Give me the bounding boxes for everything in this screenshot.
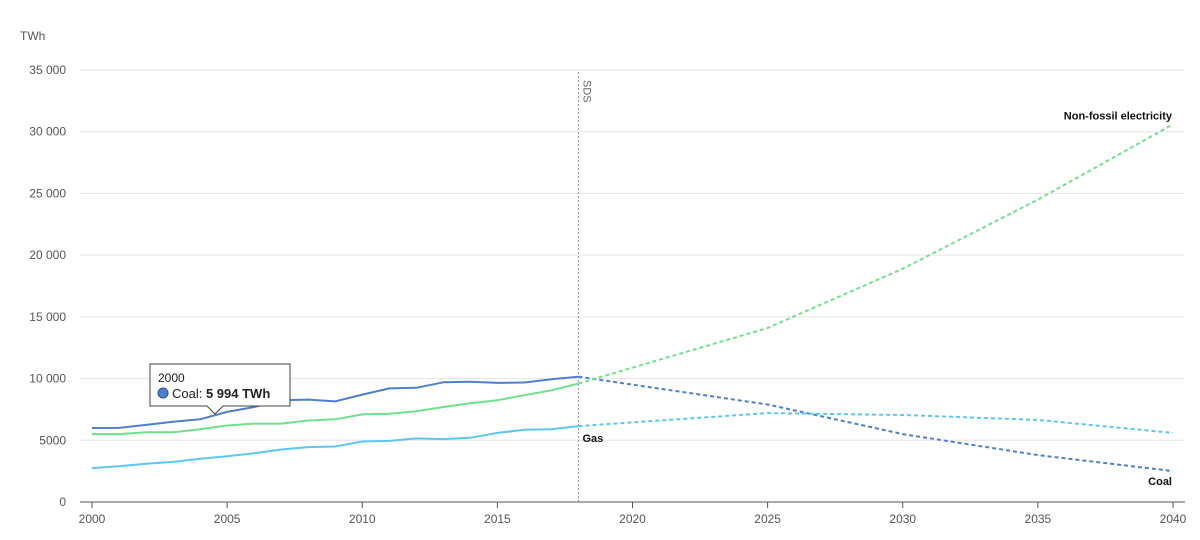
sds-reference-label: SDS xyxy=(580,80,592,103)
non-fossil-electricity-series-label: Non-fossil electricity xyxy=(1064,110,1173,122)
y-tick-label-15000: 15 000 xyxy=(29,310,66,324)
x-tick-label-2000: 2000 xyxy=(79,512,106,526)
y-tick-label-35000: 35 000 xyxy=(29,63,66,77)
tooltip-series-name: Coal: xyxy=(172,386,206,401)
gas-series-label: Gas xyxy=(582,433,603,445)
x-tick-label-2005: 2005 xyxy=(214,512,241,526)
gas-projection-line xyxy=(578,412,1174,434)
gas-historical-line xyxy=(91,425,579,470)
y-tick-label-25000: 25 000 xyxy=(29,186,66,200)
coal-series-label: Coal xyxy=(1148,476,1172,488)
non-fossil-electricity-historical-line xyxy=(92,382,579,436)
x-tick-label-2020: 2020 xyxy=(619,512,646,526)
x-tick-label-2015: 2015 xyxy=(484,512,511,526)
tooltip-box xyxy=(149,363,291,415)
x-tick-label-2030: 2030 xyxy=(889,512,916,526)
y-tick-label-20000: 20 000 xyxy=(29,248,66,262)
coal-historical-line xyxy=(91,375,579,429)
y-tick-label-5000: 5000 xyxy=(39,433,66,447)
x-tick-label-2025: 2025 xyxy=(754,512,781,526)
x-tick-label-2035: 2035 xyxy=(1025,512,1052,526)
series-layer xyxy=(91,123,1174,473)
reference-line-layer: SDS xyxy=(577,72,592,502)
y-axis-unit-label: TWh xyxy=(20,29,45,43)
y-tick-label-10000: 10 000 xyxy=(29,372,66,386)
y-tick-label-0: 0 xyxy=(59,495,66,509)
tooltip-series-text: Coal: 5 994 TWh xyxy=(172,386,270,401)
non-fossil-electricity-projection-line xyxy=(578,123,1174,385)
x-tick-label-2040: 2040 xyxy=(1160,512,1187,526)
y-tick-label-30000: 30 000 xyxy=(29,125,66,139)
tooltip-value: 5 994 TWh xyxy=(206,386,270,401)
coal-projection-line xyxy=(578,375,1174,473)
tooltip-series-marker xyxy=(157,387,169,399)
x-tick-label-2010: 2010 xyxy=(349,512,376,526)
series-label-layer: Coal Gas Non-fossil electricity xyxy=(582,110,1172,488)
axis-layer: TWh 0 5000 10 000 15 000 20 000 25 000 30 000 35… xyxy=(20,29,1187,526)
tooltip-year: 2000 xyxy=(158,371,185,385)
